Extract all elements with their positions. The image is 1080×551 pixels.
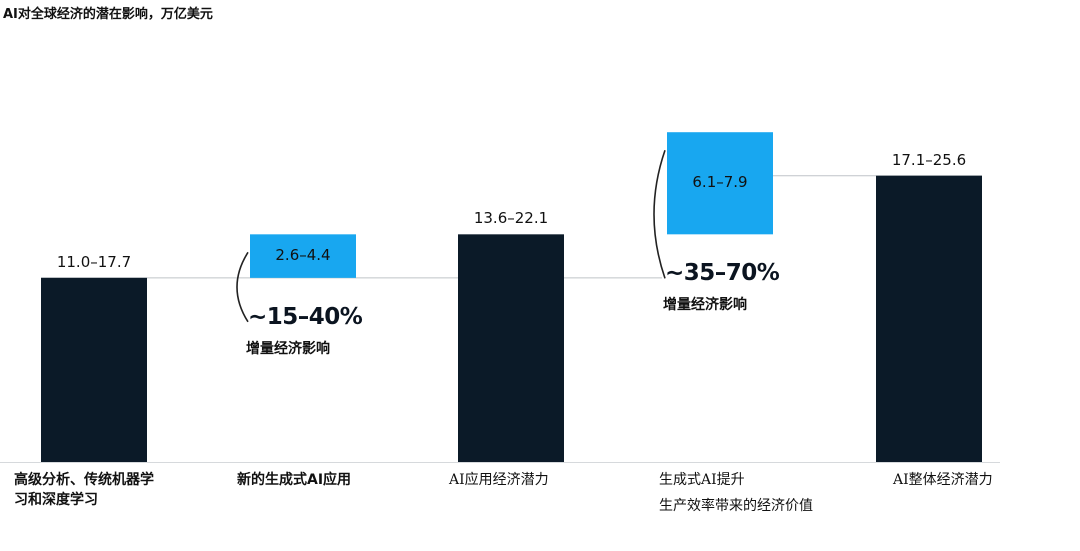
bar-increment bbox=[667, 132, 773, 235]
bar-total bbox=[876, 175, 982, 462]
percent-annotation: ~35–70% bbox=[665, 260, 780, 287]
bar-value-label: 17.1–25.6 bbox=[891, 150, 967, 169]
annotation-text: 增量经济影响 bbox=[663, 297, 747, 314]
percent-annotation: ~15–40% bbox=[248, 303, 363, 330]
category-label: AI整体经济潜力 bbox=[893, 472, 993, 488]
annotation-text: 增量经济影响 bbox=[246, 340, 330, 357]
bracket-arc bbox=[653, 149, 666, 279]
category-label: 生产效率带来的经济价值 bbox=[659, 498, 813, 514]
category-label: 高级分析、传统机器学 bbox=[14, 472, 154, 488]
chart-title: AI对全球经济的潜在影响，万亿美元 bbox=[3, 7, 213, 22]
category-label: 习和深度学习 bbox=[14, 492, 98, 508]
bar-increment-value-label: 2.6–4.4 bbox=[275, 246, 331, 265]
bar-total bbox=[41, 277, 147, 462]
category-label: AI应用经济潜力 bbox=[449, 472, 549, 488]
bar-increment bbox=[250, 234, 356, 278]
bar-value-label: 11.0–17.7 bbox=[56, 252, 132, 271]
bar-increment-value-label: 6.1–7.9 bbox=[692, 173, 748, 192]
bar-total bbox=[458, 234, 564, 462]
category-label: 生成式AI提升 bbox=[659, 472, 745, 488]
category-label: 新的生成式AI应用 bbox=[237, 472, 352, 488]
bracket-arc bbox=[236, 251, 249, 323]
bar-value-label: 13.6–22.1 bbox=[473, 209, 549, 228]
